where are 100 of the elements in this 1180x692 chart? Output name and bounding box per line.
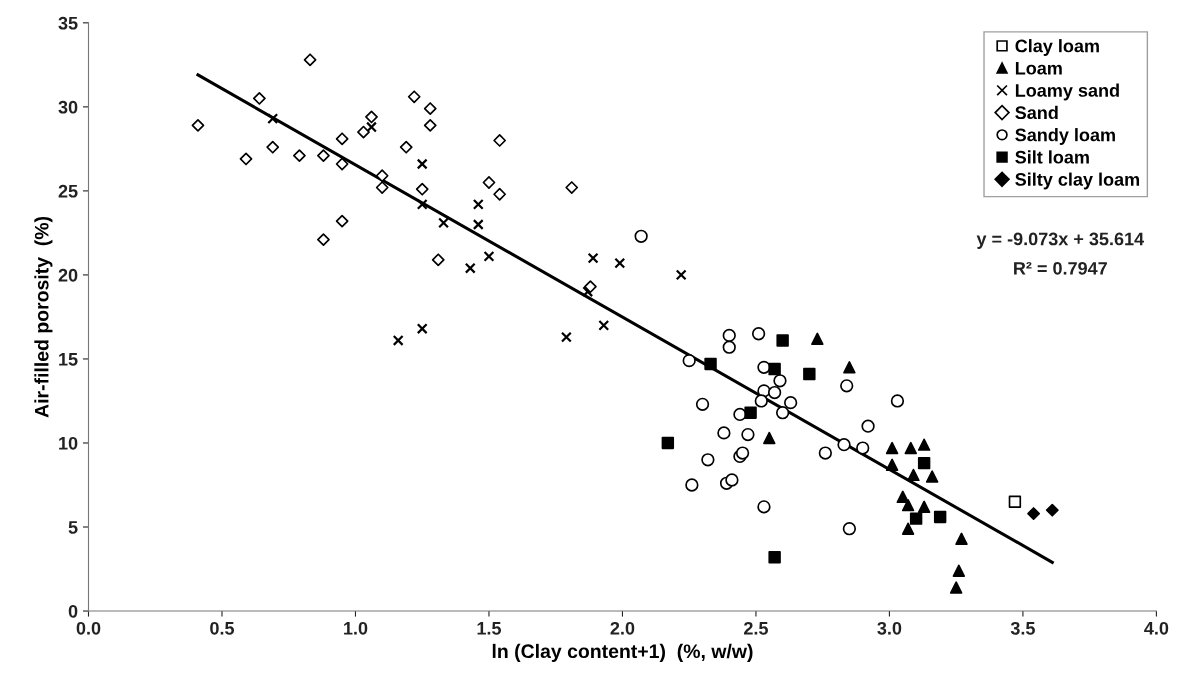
point: [952, 564, 966, 577]
point: [885, 441, 899, 455]
point: [239, 152, 253, 166]
point: [365, 110, 378, 124]
point: [701, 453, 715, 467]
point: [335, 132, 349, 146]
legend-label: Clay loam: [1015, 39, 1099, 56]
point: [303, 53, 317, 67]
x-tick-label: 4.0: [1144, 621, 1169, 635]
point: [890, 394, 905, 408]
point: [399, 140, 413, 154]
point: [317, 149, 330, 162]
point: [416, 198, 428, 210]
point: [252, 92, 266, 105]
point: [375, 169, 389, 183]
point: [818, 446, 832, 460]
y-axis-title: Air-filled porosity (%): [34, 216, 53, 418]
point: [751, 327, 766, 341]
point: [335, 157, 349, 171]
point: [901, 498, 915, 512]
point: [735, 446, 750, 460]
point: [704, 357, 717, 371]
legend-label: Sandy loam: [1015, 128, 1115, 145]
point: [722, 328, 736, 343]
point: [767, 385, 782, 400]
point: [840, 379, 854, 393]
point: [438, 217, 450, 229]
point: [917, 500, 931, 514]
point: [925, 470, 939, 483]
point: [560, 331, 572, 343]
point: [917, 438, 931, 451]
annotation: y = -9.073x + 35.614: [976, 232, 1145, 249]
point: [949, 581, 963, 594]
point: [614, 257, 626, 269]
x-tick-label: 1.5: [477, 622, 502, 635]
point: [1045, 503, 1059, 517]
point: [682, 353, 696, 368]
point: [416, 323, 428, 335]
point: [482, 176, 496, 189]
point: [317, 233, 330, 247]
point: [717, 426, 731, 440]
point: [375, 181, 389, 194]
point: [598, 319, 610, 331]
point: [392, 334, 404, 346]
x-tick-label: 3.5: [1010, 621, 1035, 635]
y-tick-label: 0: [68, 604, 78, 618]
point: [587, 252, 599, 264]
x-tick-label: 0.0: [76, 621, 101, 635]
legend-label: Silt loam: [1015, 150, 1089, 164]
point: [423, 102, 437, 115]
point: [843, 361, 856, 374]
point: [431, 253, 445, 267]
point: [582, 286, 594, 298]
point: [955, 532, 968, 545]
x-tick-label: 0.5: [210, 621, 235, 635]
y-tick-label: 15: [59, 353, 78, 366]
point: [357, 125, 370, 139]
point: [757, 500, 771, 514]
point: [856, 441, 870, 455]
point: [365, 121, 377, 133]
point: [407, 90, 421, 104]
point: [837, 438, 851, 452]
legend-label: Loam: [1015, 62, 1062, 75]
point: [472, 198, 484, 210]
y-tick-label: 25: [58, 184, 78, 198]
point: [464, 262, 476, 274]
x-tick-label: 1.0: [344, 621, 368, 635]
point: [842, 522, 857, 536]
x-tick-label: 3.0: [877, 621, 902, 635]
point: [741, 427, 755, 442]
point: [584, 280, 597, 294]
y-tick-label: 10: [59, 436, 78, 450]
point: [907, 468, 920, 482]
point: [909, 512, 923, 525]
point: [811, 332, 824, 345]
point: [744, 406, 757, 419]
point: [885, 458, 899, 472]
point: [634, 229, 648, 243]
point: [917, 456, 931, 470]
y-tick-label: 35: [58, 16, 78, 30]
point: [773, 374, 787, 388]
point: [725, 473, 739, 487]
x-axis-title: ln (Clay content+1) (%, w/w): [492, 643, 753, 662]
point: [933, 510, 947, 524]
legend-label: Loamy sand: [1015, 83, 1119, 101]
point: [483, 250, 495, 262]
y-tick-label: 5: [68, 521, 78, 534]
point: [416, 158, 428, 170]
point: [423, 118, 437, 132]
point: [861, 419, 875, 433]
point: [191, 118, 205, 132]
x-tick-label: 2.0: [610, 621, 635, 635]
point: [768, 551, 781, 564]
point: [661, 436, 675, 450]
point: [776, 334, 789, 347]
point: [904, 441, 917, 455]
point: [267, 113, 279, 125]
legend-label: Silty clay loam: [1015, 172, 1140, 190]
point: [266, 140, 280, 154]
legend-label: Sand: [1015, 105, 1058, 120]
